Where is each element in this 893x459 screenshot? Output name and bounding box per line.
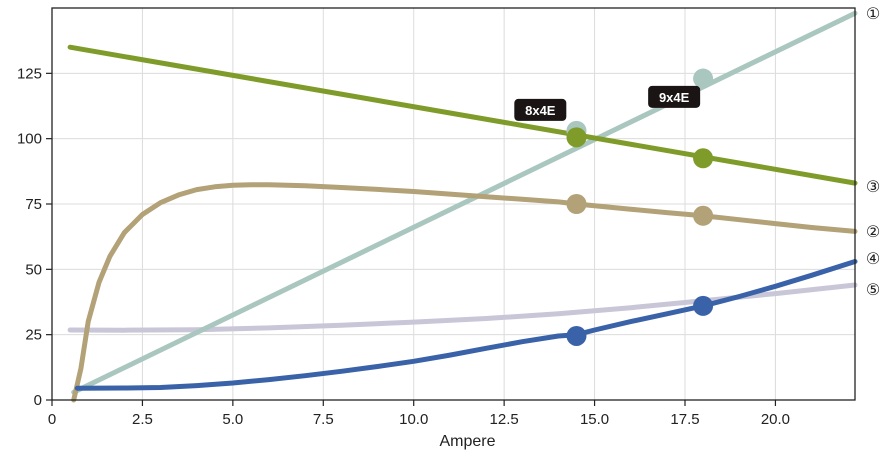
series-label: ① <box>866 4 880 23</box>
x-tick-label: 20.0 <box>761 411 790 428</box>
series-markers <box>566 68 714 346</box>
y-tick-label: 100 <box>17 131 42 148</box>
series-line <box>74 259 858 391</box>
series-marker <box>566 325 587 346</box>
x-tick-label: 0 <box>48 411 56 428</box>
x-tick-label: 15.0 <box>580 411 609 428</box>
y-tick-label: 50 <box>25 261 42 278</box>
y-tick-label: 75 <box>25 196 42 213</box>
x-tick-label: 10.0 <box>399 411 428 428</box>
x-tick-label: 12.5 <box>490 411 519 428</box>
annotation-bg <box>648 85 701 108</box>
series-labels: ① ③ ② ④ ⑤ <box>866 4 880 299</box>
y-tick-label: 125 <box>17 65 42 82</box>
series-label: ④ <box>866 249 880 268</box>
annotation-badge: 8x4E <box>514 98 567 121</box>
series-label: ③ <box>866 177 880 196</box>
series-line <box>71 182 858 403</box>
series-label: ⑤ <box>866 280 880 299</box>
annotation-text: 8x4E <box>525 103 556 118</box>
series-label: ② <box>866 222 880 241</box>
y-tick-label: 25 <box>25 327 42 344</box>
x-tick-label: 2.5 <box>132 411 153 428</box>
series-marker <box>566 194 587 214</box>
series-marker <box>693 295 714 316</box>
x-tick-label: 17.5 <box>670 411 699 428</box>
y-axis-ticks: 0 25 50 75 100 125 <box>17 65 52 409</box>
series-lines <box>67 10 858 403</box>
y-tick-label: 0 <box>34 392 42 409</box>
x-axis-ticks: 0 2.5 5.0 7.5 10.0 12.5 15.0 17.5 20.0 <box>48 400 790 428</box>
series-marker <box>566 127 587 148</box>
x-tick-label: 5.0 <box>222 411 243 428</box>
x-tick-label: 7.5 <box>313 411 334 428</box>
x-axis-title: Ampere <box>439 433 495 450</box>
annotation-bg <box>514 98 567 121</box>
series-marker <box>693 148 714 169</box>
annotation-text: 9x4E <box>659 90 690 105</box>
series-marker <box>693 205 714 226</box>
annotation-badge: 9x4E <box>648 85 701 108</box>
annotations: 8x4E 9x4E <box>514 85 701 121</box>
series-line <box>67 44 858 186</box>
series-line <box>67 282 858 333</box>
series-marker <box>693 68 714 89</box>
series-line <box>71 10 858 395</box>
